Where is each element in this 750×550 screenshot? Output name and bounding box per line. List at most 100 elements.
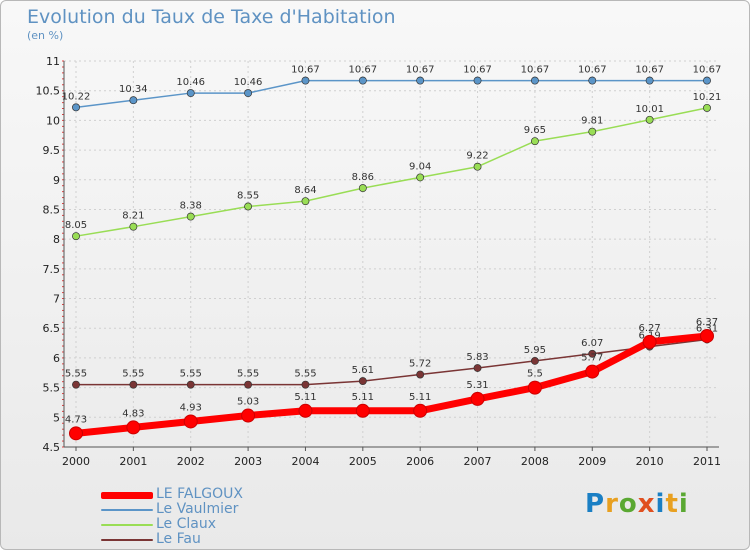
series-line bbox=[76, 338, 708, 386]
data-label: 10.67 bbox=[521, 65, 550, 76]
data-point bbox=[473, 162, 482, 171]
data-label: 5.83 bbox=[466, 352, 488, 363]
data-label: 4.93 bbox=[180, 402, 202, 413]
series-le-vaulmier: 10.22 10.34 10.46 10.46 10.67 10.67 10.67 10.67… bbox=[62, 65, 722, 112]
data-label: 5.03 bbox=[237, 397, 259, 408]
y-tick-label: 11 bbox=[46, 55, 60, 68]
data-point bbox=[69, 426, 83, 441]
data-point bbox=[301, 197, 310, 206]
data-point bbox=[588, 349, 597, 358]
x-tick-label: 2006 bbox=[406, 455, 434, 468]
data-point bbox=[703, 76, 711, 85]
legend-label: LE FALGOUX bbox=[156, 486, 243, 502]
data-label: 6.27 bbox=[639, 323, 661, 334]
data-label: 9.65 bbox=[524, 125, 546, 136]
data-point bbox=[645, 76, 654, 85]
data-label: 10.67 bbox=[635, 65, 664, 76]
data-label: 10.67 bbox=[348, 65, 377, 76]
data-point bbox=[186, 212, 195, 221]
logo-letter: P bbox=[585, 489, 606, 519]
data-point bbox=[530, 137, 539, 146]
data-label: 5.77 bbox=[581, 353, 603, 364]
data-label: 8.55 bbox=[237, 190, 259, 201]
data-label: 8.86 bbox=[352, 172, 374, 183]
legend-label: Le Vaulmier bbox=[156, 501, 239, 517]
y-tick-label: 7.5 bbox=[43, 263, 61, 276]
data-label: 5.11 bbox=[409, 392, 431, 403]
data-point bbox=[129, 222, 138, 231]
data-label: 10.67 bbox=[463, 65, 492, 76]
data-point bbox=[530, 76, 539, 85]
x-tick-label: 2005 bbox=[349, 455, 377, 468]
series-line bbox=[75, 107, 708, 237]
x-tick-label: 2000 bbox=[62, 455, 90, 468]
data-label: 5.95 bbox=[524, 345, 546, 356]
x-tick-label: 2004 bbox=[291, 455, 319, 468]
y-tick-label: 8.5 bbox=[43, 203, 61, 216]
data-point bbox=[703, 103, 711, 112]
data-label: 10.34 bbox=[119, 84, 148, 95]
data-point bbox=[358, 76, 367, 85]
data-label: 10.67 bbox=[693, 65, 722, 76]
data-point bbox=[527, 380, 542, 395]
data-point bbox=[585, 364, 600, 379]
data-label: 8.38 bbox=[180, 201, 202, 212]
data-point bbox=[129, 380, 138, 389]
data-point bbox=[416, 370, 425, 379]
data-label: 5.31 bbox=[466, 380, 488, 391]
data-point bbox=[645, 115, 654, 124]
data-point bbox=[413, 403, 428, 418]
legend-swatch bbox=[101, 509, 153, 511]
data-label: 5.72 bbox=[409, 359, 431, 370]
data-label: 8.05 bbox=[65, 220, 87, 231]
data-label: 10.67 bbox=[291, 65, 320, 76]
data-label: 5.55 bbox=[122, 369, 144, 380]
data-point bbox=[588, 127, 597, 136]
legend-label: Le Claux bbox=[156, 516, 217, 532]
data-point bbox=[72, 232, 80, 241]
data-label: 5.55 bbox=[180, 369, 202, 380]
data-label: 10.46 bbox=[176, 77, 205, 88]
logo-letter: i bbox=[655, 489, 666, 519]
logo-letter: o bbox=[618, 489, 638, 519]
logo-letter: t bbox=[665, 489, 679, 519]
data-label: 10.01 bbox=[635, 104, 664, 115]
x-tick-label: 2001 bbox=[119, 455, 147, 468]
x-tick-label: 2010 bbox=[636, 455, 664, 468]
data-point bbox=[244, 380, 253, 389]
y-tick-label: 4.5 bbox=[43, 441, 61, 454]
data-point bbox=[530, 356, 539, 365]
data-label: 5.55 bbox=[294, 369, 316, 380]
logo-letter: x bbox=[637, 489, 656, 519]
data-point bbox=[416, 173, 425, 182]
series-line bbox=[75, 332, 708, 437]
data-label: 10.21 bbox=[693, 92, 722, 103]
y-tick-label: 9.5 bbox=[43, 144, 61, 157]
x-tick-label: 2008 bbox=[521, 455, 549, 468]
data-point bbox=[298, 403, 313, 418]
data-point bbox=[244, 202, 253, 211]
y-tick-label: 6.5 bbox=[43, 322, 61, 335]
series-le-falgoux: 4.73 4.83 4.93 5.03 5.11 5.11 5.11 5.31 5.5 5.77 6… bbox=[65, 317, 718, 441]
y-tick-label: 10.5 bbox=[36, 85, 61, 98]
legend-swatch bbox=[101, 539, 153, 541]
chart-title: Evolution du Taux de Taxe d'Habitation bbox=[27, 6, 396, 28]
data-point bbox=[473, 76, 482, 85]
logo-letter: i bbox=[678, 489, 689, 519]
data-label: 5.5 bbox=[527, 369, 543, 380]
data-point bbox=[470, 391, 485, 406]
logo-letter: r bbox=[605, 489, 619, 519]
data-point bbox=[244, 89, 253, 98]
data-point bbox=[186, 89, 195, 98]
data-label: 10.67 bbox=[406, 65, 435, 76]
data-point bbox=[700, 328, 714, 343]
data-label: 4.83 bbox=[122, 408, 144, 419]
data-point bbox=[358, 377, 367, 386]
x-tick-label: 2009 bbox=[578, 455, 606, 468]
data-point bbox=[72, 380, 80, 389]
data-label: 6.37 bbox=[696, 317, 718, 328]
data-label: 4.73 bbox=[65, 414, 87, 425]
data-label: 10.46 bbox=[234, 77, 263, 88]
data-point bbox=[241, 408, 256, 423]
